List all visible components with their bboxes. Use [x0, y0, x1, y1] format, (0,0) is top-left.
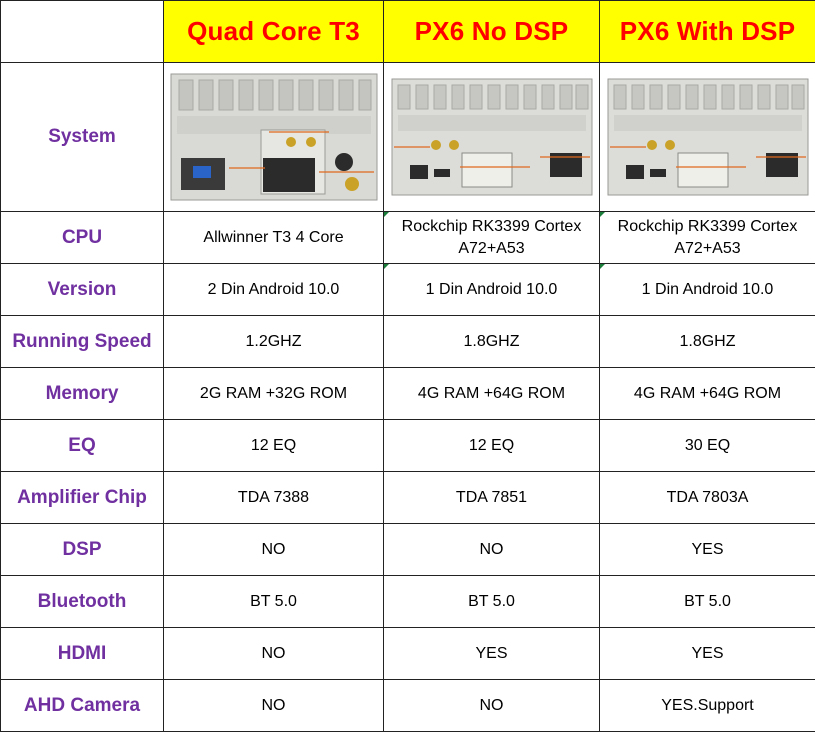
spec-cell: 2 Din Android 10.0 — [163, 263, 384, 316]
spec-value: NO — [261, 696, 286, 714]
spec-cell: YES — [599, 523, 815, 576]
spec-value: BT 5.0 — [684, 592, 731, 610]
spec-value: NO — [479, 540, 504, 558]
spec-rows: CPU Allwinner T3 4 Core Rockchip RK3399 Co… — [0, 211, 815, 732]
spec-value: 1.8GHZ — [679, 332, 736, 350]
spec-cell: TDA 7803A — [599, 471, 815, 524]
spec-cell: NO — [163, 523, 384, 576]
column-header-t3: Quad Core T3 — [163, 0, 384, 63]
spec-value: 4G RAM +64G ROM — [633, 384, 782, 402]
spec-cell: 1 Din Android 10.0 — [599, 263, 815, 316]
row-label: AHD Camera — [0, 679, 164, 732]
spec-value: 12 EQ — [250, 436, 297, 454]
spec-row: DSP NO NO YES — [0, 523, 815, 576]
spec-value: 30 EQ — [684, 436, 731, 454]
spec-cell: 2G RAM +32G ROM — [163, 367, 384, 420]
spec-value: 2 Din Android 10.0 — [207, 280, 340, 298]
spec-value: 1.2GHZ — [245, 332, 302, 350]
spec-cell: 1.8GHZ — [383, 315, 600, 368]
spec-value: YES.Support — [661, 696, 754, 714]
spec-cell: 30 EQ — [599, 419, 815, 472]
spec-value: BT 5.0 — [468, 592, 515, 610]
spec-cell: Allwinner T3 4 Core — [163, 211, 384, 264]
spec-row: Bluetooth BT 5.0 BT 5.0 BT 5.0 — [0, 575, 815, 628]
spec-cell: YES — [599, 627, 815, 680]
spec-row: HDMI NO YES YES — [0, 627, 815, 680]
spec-cell: 1.8GHZ — [599, 315, 815, 368]
spec-cell: Rockchip RK3399 Cortex A72+A53 — [383, 211, 600, 264]
corner-cell — [0, 0, 164, 63]
spec-row: EQ 12 EQ 12 EQ 30 EQ — [0, 419, 815, 472]
spec-value: Rockchip RK3399 Cortex A72+A53 — [617, 217, 798, 257]
row-label: CPU — [0, 211, 164, 264]
spec-cell: YES — [383, 627, 600, 680]
spec-value: 12 EQ — [468, 436, 515, 454]
spec-value: Allwinner T3 4 Core — [203, 228, 344, 246]
spec-value: 4G RAM +64G ROM — [417, 384, 566, 402]
row-label: Version — [0, 263, 164, 316]
radio-back-panel-t3-image — [170, 73, 377, 201]
spec-value: NO — [261, 644, 286, 662]
spec-cell: BT 5.0 — [163, 575, 384, 628]
spec-value: TDA 7803A — [666, 488, 749, 506]
system-image-cell-t3 — [163, 62, 384, 212]
header-row: Quad Core T3 PX6 No DSP PX6 With DSP — [0, 0, 815, 63]
spec-value: YES — [691, 644, 724, 662]
spec-value: YES — [475, 644, 508, 662]
radio-back-panel-px6-dsp-image — [607, 78, 808, 196]
spec-value: 1 Din Android 10.0 — [641, 280, 774, 298]
spec-cell: BT 5.0 — [599, 575, 815, 628]
spec-cell: 4G RAM +64G ROM — [599, 367, 815, 420]
spec-cell: BT 5.0 — [383, 575, 600, 628]
spec-cell: NO — [163, 679, 384, 732]
spec-value: 2G RAM +32G ROM — [199, 384, 348, 402]
system-image-cell-px6 — [383, 62, 600, 212]
spec-row: AHD Camera NO NO YES.Support — [0, 679, 815, 732]
row-label-system: System — [0, 62, 164, 212]
spec-cell: 1.2GHZ — [163, 315, 384, 368]
spec-value: NO — [479, 696, 504, 714]
column-header-px6-with-dsp: PX6 With DSP — [599, 0, 815, 63]
spec-row: Memory 2G RAM +32G ROM 4G RAM +64G ROM 4G R… — [0, 367, 815, 420]
spec-cell: NO — [383, 679, 600, 732]
spec-cell: TDA 7851 — [383, 471, 600, 524]
spec-row: Amplifier Chip TDA 7388 TDA 7851 TDA 7803A — [0, 471, 815, 524]
spec-row: CPU Allwinner T3 4 Core Rockchip RK3399 Co… — [0, 211, 815, 264]
row-label: Amplifier Chip — [0, 471, 164, 524]
row-label: Memory — [0, 367, 164, 420]
spec-cell: 1 Din Android 10.0 — [383, 263, 600, 316]
spec-value: 1 Din Android 10.0 — [425, 280, 558, 298]
radio-back-panel-px6-image — [391, 78, 592, 196]
spec-cell: NO — [163, 627, 384, 680]
row-label: Running Speed — [0, 315, 164, 368]
spec-cell: TDA 7388 — [163, 471, 384, 524]
row-label: HDMI — [0, 627, 164, 680]
spec-value: TDA 7851 — [455, 488, 528, 506]
spec-cell: Rockchip RK3399 Cortex A72+A53 — [599, 211, 815, 264]
spec-cell: NO — [383, 523, 600, 576]
system-row: System — [0, 62, 815, 212]
spec-cell: YES.Support — [599, 679, 815, 732]
spec-value: Rockchip RK3399 Cortex A72+A53 — [401, 217, 582, 257]
spec-value: TDA 7388 — [237, 488, 310, 506]
row-label: EQ — [0, 419, 164, 472]
spec-row: Running Speed 1.2GHZ 1.8GHZ 1.8GHZ — [0, 315, 815, 368]
spec-cell: 12 EQ — [163, 419, 384, 472]
row-label: Bluetooth — [0, 575, 164, 628]
row-label: DSP — [0, 523, 164, 576]
spec-row: Version 2 Din Android 10.0 1 Din Android 1… — [0, 263, 815, 316]
column-header-px6-no-dsp: PX6 No DSP — [383, 0, 600, 63]
spec-value: BT 5.0 — [250, 592, 297, 610]
spec-value: NO — [261, 540, 286, 558]
system-image-cell-px6-dsp — [599, 62, 815, 212]
spec-cell: 4G RAM +64G ROM — [383, 367, 600, 420]
spec-value: YES — [691, 540, 724, 558]
spec-cell: 12 EQ — [383, 419, 600, 472]
spec-value: 1.8GHZ — [463, 332, 520, 350]
